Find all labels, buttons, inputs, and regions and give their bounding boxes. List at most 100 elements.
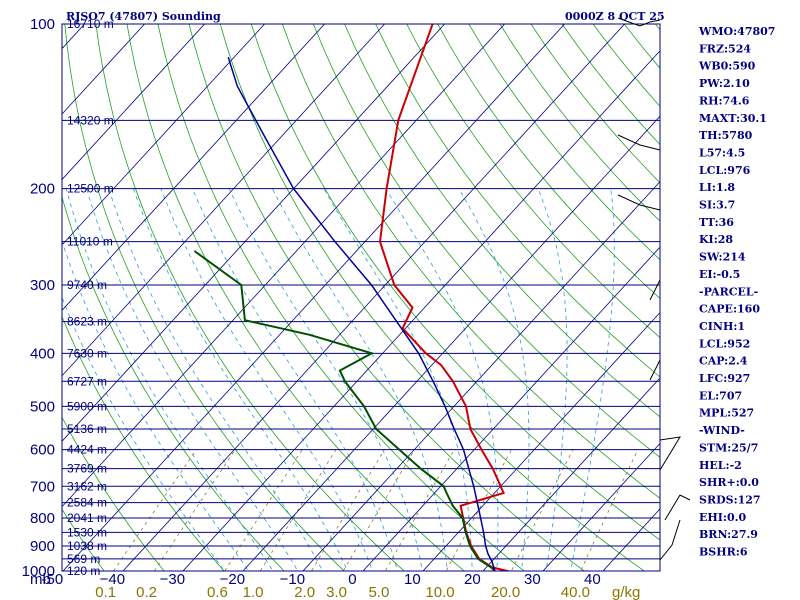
height-label: 9740 m — [67, 278, 107, 292]
chart-title: RJSO7 (47807) Sounding — [66, 10, 221, 23]
dewpoint-line — [193, 250, 497, 571]
mixing-ratio-tick-label: 10.0 — [425, 584, 454, 600]
dry-adiabat — [126, 24, 465, 571]
index-entry: PW:2.10 — [699, 77, 750, 90]
mixing-ratio-tick-label: 3.0 — [326, 584, 347, 600]
dry-adiabat — [62, 508, 105, 571]
isotherm — [62, 24, 385, 377]
dry-adiabat — [250, 24, 660, 541]
dry-adiabat — [313, 24, 660, 458]
mixing-ratio-line — [113, 449, 197, 571]
mixing-ratio-line — [224, 449, 303, 571]
wind-barb — [649, 279, 661, 301]
pressure-tick-label: 100 — [30, 16, 55, 33]
height-label: 569 m — [67, 552, 100, 566]
wind-barb — [659, 436, 681, 471]
temperature-tick-label: −10 — [280, 571, 305, 588]
temperature-tick-label: 30 — [524, 571, 541, 588]
moist-adiabat — [62, 296, 225, 571]
height-label: 14320 m — [67, 113, 114, 127]
moist-adiabat — [160, 188, 373, 571]
index-entry: RH:74.6 — [699, 94, 750, 107]
index-entry: -WIND- — [699, 424, 745, 437]
index-entry: STM:25/7 — [699, 441, 758, 454]
isotherm — [0, 24, 25, 583]
plot-frame — [61, 23, 661, 572]
moist-adiabat — [271, 188, 448, 571]
wind-barb — [617, 134, 661, 151]
pressure-tick-label: 700 — [30, 478, 55, 495]
moist-adiabat — [192, 188, 398, 571]
isotherm — [542, 442, 660, 571]
index-entry: WMO:47807 — [698, 25, 775, 38]
mixing-ratio-line — [259, 449, 337, 571]
moist-adiabat — [537, 188, 568, 571]
dry-adiabat — [406, 24, 660, 339]
dry-adiabat — [592, 24, 660, 107]
dry-adiabat — [468, 24, 660, 261]
temperature-tick-label: 40 — [584, 571, 601, 588]
index-entry: LI:1.8 — [699, 181, 735, 194]
dry-adiabat — [437, 24, 660, 299]
height-label: 2041 m — [67, 511, 107, 525]
isotherm — [62, 24, 205, 181]
height-label: 3162 m — [67, 479, 107, 493]
isotherm — [242, 115, 660, 571]
height-label: 8623 m — [67, 315, 107, 329]
pressure-tick-label: 900 — [30, 538, 55, 555]
mixing-ratio-line — [311, 449, 385, 571]
height-label: 4424 m — [67, 443, 107, 457]
parcel-line — [227, 56, 496, 571]
index-entry: BSHR:6 — [699, 546, 748, 559]
isotherm — [62, 24, 505, 508]
dry-adiabat — [95, 24, 405, 571]
index-entry: -PARCEL- — [699, 285, 758, 298]
mixing-ratio-tick-label: 5.0 — [368, 584, 389, 600]
dry-adiabat — [62, 195, 285, 571]
dry-adiabat — [64, 24, 345, 571]
wind-barb — [617, 194, 661, 211]
index-entry: WB0:590 — [698, 60, 756, 73]
moist-adiabat — [385, 188, 499, 571]
mixing-ratio-line — [445, 449, 512, 571]
isotherm — [482, 377, 660, 571]
index-entry: CAPE:160 — [699, 303, 760, 316]
temperature-tick-label: 20 — [464, 571, 481, 588]
height-label: 5136 m — [67, 422, 107, 436]
index-entry: SRDS:127 — [699, 493, 761, 506]
index-entry: TT:36 — [699, 216, 734, 229]
isotherm — [62, 24, 265, 246]
moist-adiabat — [62, 239, 250, 571]
index-entry: LCL:952 — [699, 337, 750, 350]
temperature-tick-label: 10 — [404, 571, 421, 588]
dry-adiabat — [780, 24, 800, 583]
pressure-tick-label: 200 — [30, 181, 55, 198]
chart-date: 0000Z 8 OCT 25 — [565, 10, 665, 23]
mixing-ratio-tick-label: 1.0 — [243, 584, 264, 600]
index-entry: L57:4.5 — [699, 146, 745, 159]
temperature-tick-label: −30 — [160, 571, 185, 588]
isotherm — [602, 508, 660, 571]
index-entry: CAP:2.4 — [699, 355, 748, 368]
mixing-ratio-tick-label: 0.6 — [207, 584, 228, 600]
moist-adiabat — [65, 188, 274, 571]
pressure-tick-label: 400 — [30, 345, 55, 362]
mixing-ratio-tick-label: 0.2 — [136, 584, 157, 600]
index-entry: EL:707 — [699, 389, 742, 402]
temperature-tick-label: -50 — [42, 571, 64, 588]
index-entry: BRN:27.9 — [699, 528, 758, 541]
index-entry: CINH:1 — [699, 320, 745, 333]
height-label: 3769 m — [67, 462, 107, 476]
mixing-ratio-line — [384, 449, 455, 571]
dry-adiabat — [344, 24, 660, 418]
isotherm — [362, 246, 660, 571]
wind-barb — [664, 494, 691, 521]
height-label: 2584 m — [67, 496, 107, 510]
index-entry: MAXT:30.1 — [699, 112, 767, 125]
height-label: 11010 m — [67, 235, 113, 249]
index-entry: TH:5780 — [699, 129, 753, 142]
index-entry: SW:214 — [699, 251, 746, 264]
pressure-tick-label: 500 — [30, 398, 55, 415]
index-entry: KI:28 — [699, 233, 733, 246]
